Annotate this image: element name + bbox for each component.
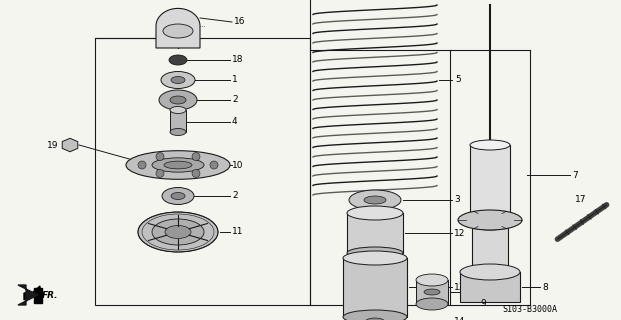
Bar [472, 228, 508, 275]
Text: 2: 2 [232, 95, 238, 105]
Text: 1: 1 [232, 76, 238, 84]
Ellipse shape [424, 289, 440, 295]
Ellipse shape [349, 190, 401, 210]
Ellipse shape [170, 96, 186, 104]
Circle shape [210, 161, 218, 169]
Circle shape [192, 153, 200, 161]
Circle shape [138, 161, 146, 169]
Ellipse shape [416, 298, 448, 310]
Ellipse shape [364, 196, 386, 204]
Text: 3: 3 [454, 196, 460, 204]
Bar [170, 110, 186, 132]
Ellipse shape [163, 24, 193, 38]
Bar [343, 258, 407, 317]
Bar [95, 38, 310, 305]
Ellipse shape [365, 318, 385, 320]
Ellipse shape [347, 247, 403, 259]
Text: 18: 18 [232, 55, 243, 65]
Bar [416, 280, 448, 304]
Text: 17: 17 [575, 196, 586, 204]
Text: 13: 13 [454, 283, 466, 292]
Polygon shape [24, 286, 40, 300]
Text: 8: 8 [542, 283, 548, 292]
Bar [470, 145, 510, 225]
Circle shape [156, 169, 164, 177]
Text: 7: 7 [572, 171, 578, 180]
Ellipse shape [470, 140, 510, 150]
Text: 16: 16 [234, 18, 245, 27]
Ellipse shape [343, 310, 407, 320]
Ellipse shape [170, 107, 186, 114]
Ellipse shape [126, 151, 230, 179]
Polygon shape [34, 288, 42, 303]
Ellipse shape [164, 161, 192, 169]
Ellipse shape [138, 212, 218, 252]
Ellipse shape [165, 226, 191, 238]
Polygon shape [18, 285, 38, 305]
Text: 14: 14 [454, 317, 465, 320]
Text: 9: 9 [480, 300, 486, 308]
Ellipse shape [161, 71, 195, 89]
Ellipse shape [159, 90, 197, 110]
Text: 19: 19 [47, 140, 58, 149]
Ellipse shape [152, 158, 204, 172]
Text: 5: 5 [455, 76, 461, 84]
Bar [460, 272, 520, 302]
Ellipse shape [347, 206, 403, 220]
Ellipse shape [171, 193, 185, 199]
Ellipse shape [169, 55, 187, 65]
Circle shape [156, 153, 164, 161]
Ellipse shape [352, 313, 398, 320]
Text: 4: 4 [232, 117, 238, 126]
Text: S103-B3000A: S103-B3000A [502, 306, 558, 315]
Ellipse shape [416, 274, 448, 286]
Text: 12: 12 [454, 228, 465, 237]
Text: 10: 10 [232, 161, 243, 170]
Circle shape [192, 169, 200, 177]
Ellipse shape [171, 76, 185, 84]
Text: 2: 2 [232, 191, 238, 201]
Text: FR.: FR. [42, 291, 58, 300]
Ellipse shape [170, 129, 186, 135]
Polygon shape [62, 138, 78, 152]
Ellipse shape [343, 251, 407, 265]
Ellipse shape [458, 210, 522, 230]
Ellipse shape [460, 264, 520, 280]
Ellipse shape [152, 219, 204, 245]
Text: 11: 11 [232, 228, 243, 236]
Ellipse shape [470, 220, 510, 230]
Ellipse shape [162, 188, 194, 204]
Polygon shape [156, 8, 200, 48]
Bar [347, 213, 403, 253]
